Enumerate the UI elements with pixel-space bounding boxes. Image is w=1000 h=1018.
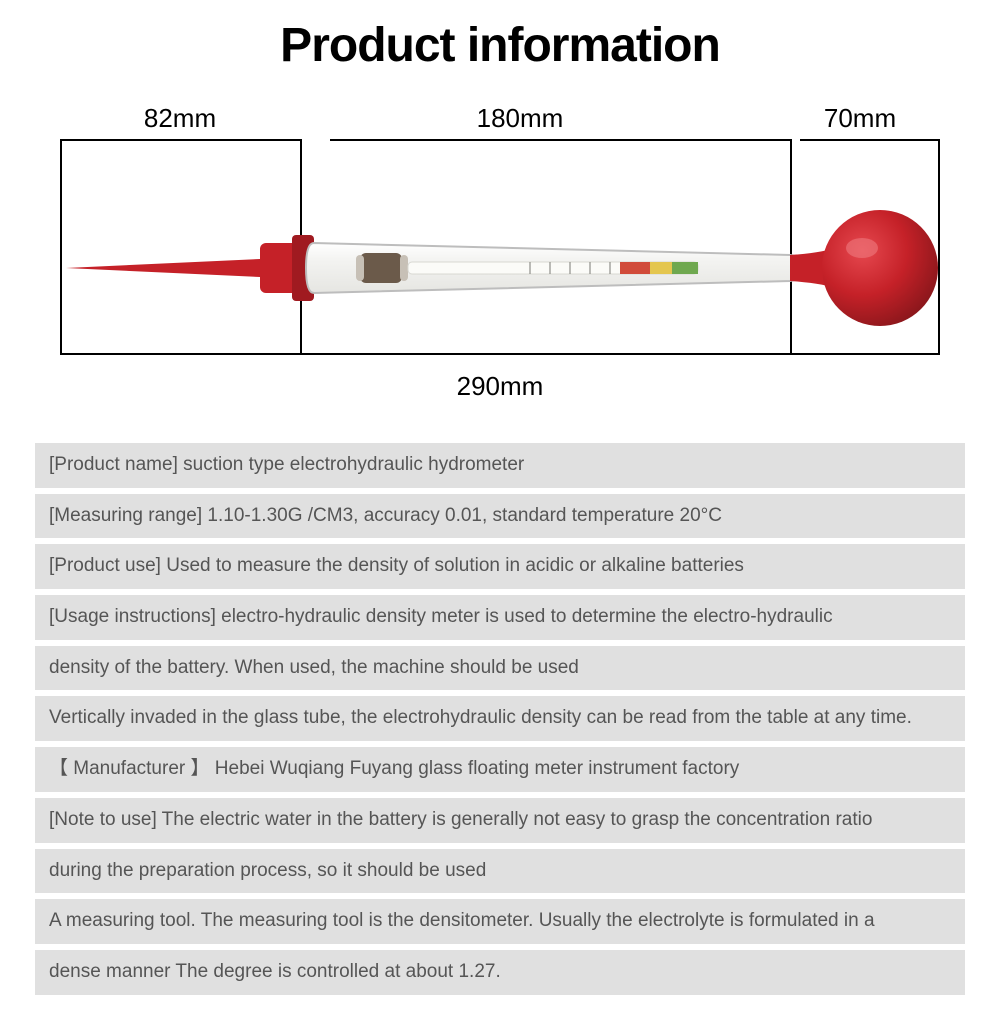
dim-tube-label: 180mm: [440, 103, 600, 134]
dim-tube-line: [330, 139, 790, 141]
info-row: [Product name] suction type electrohydra…: [35, 443, 965, 488]
page-title: Product information: [30, 18, 970, 73]
dim-total-label: 290mm: [420, 371, 580, 402]
info-row: 【 Manufacturer 】 Hebei Wuqiang Fuyang gl…: [35, 747, 965, 792]
dim-bulb-label: 70mm: [800, 103, 920, 134]
info-row: [Product use] Used to measure the densit…: [35, 544, 965, 589]
info-row: [Measuring range] 1.10-1.30G /CM3, accur…: [35, 494, 965, 539]
info-row: density of the battery. When used, the m…: [35, 646, 965, 691]
info-row: [Note to use] The electric water in the …: [35, 798, 965, 843]
product-illustration: [60, 203, 940, 333]
dim-tip-line: [60, 139, 300, 141]
info-row: [Usage instructions] electro-hydraulic d…: [35, 595, 965, 640]
dimension-diagram: 82mm 180mm 70mm: [60, 103, 940, 423]
info-row: A measuring tool. The measuring tool is …: [35, 899, 965, 944]
dim-tip-label: 82mm: [100, 103, 260, 134]
info-table: [Product name] suction type electrohydra…: [35, 443, 965, 995]
info-row: Vertically invaded in the glass tube, th…: [35, 696, 965, 741]
info-row: dense manner The degree is controlled at…: [35, 950, 965, 995]
info-row: during the preparation process, so it sh…: [35, 849, 965, 894]
dim-total-line: [60, 353, 940, 355]
dim-bulb-line: [800, 139, 940, 141]
